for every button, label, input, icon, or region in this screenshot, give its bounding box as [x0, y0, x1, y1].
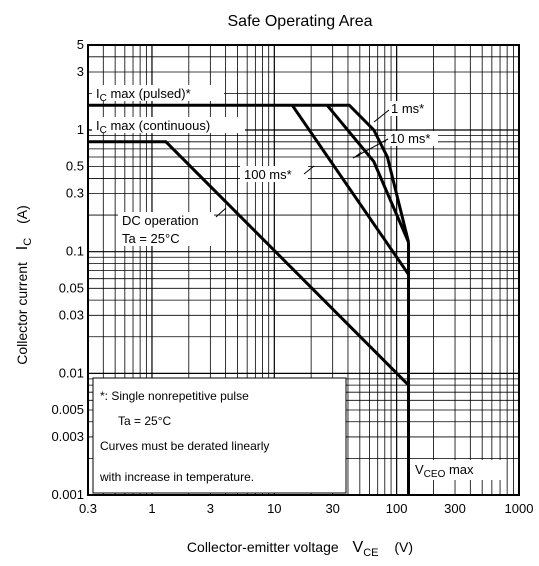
x-tick-label: 30: [325, 501, 339, 516]
curve-pulsed-limit: [88, 103, 410, 243]
chart-title: Safe Operating Area: [228, 13, 373, 30]
x-axis-label: Collector-emitter voltage VCE (V): [187, 539, 413, 559]
curve-1ms: [325, 104, 410, 243]
y-axis-label-unit: (A): [14, 205, 30, 224]
note-line2: Ta = 25°C: [118, 414, 171, 428]
x-axis-label-subscript: CE: [363, 547, 378, 559]
y-tick-label: 3: [77, 64, 84, 79]
x-tick-label: 300: [444, 501, 466, 516]
ic-pulsed-label-bg: [92, 85, 224, 101]
x-tick-label: 1000: [505, 501, 534, 516]
note-line4: with increase in temperature.: [99, 470, 254, 484]
y-axis-label-symbol: I: [14, 246, 31, 250]
x-axis-label-unit: (V): [394, 539, 413, 555]
label-10ms: 10 ms*: [390, 131, 430, 146]
label-1ms: 1 ms*: [391, 101, 424, 116]
pointer-100ms: [303, 165, 315, 175]
note-box: [92, 377, 347, 494]
pointer-dc: [215, 207, 227, 218]
ic-cont-label-bg: [92, 117, 245, 133]
label-10ms-bg: [386, 131, 438, 146]
note-line3: Curves must be derated linearly: [100, 439, 269, 453]
dc-label-bg: [118, 212, 214, 246]
label-100ms-bg: [240, 166, 308, 182]
x-tick-label: 10: [267, 501, 281, 516]
ic-cont-symbol: I: [96, 118, 100, 133]
x-axis-label-symbol: V: [353, 539, 364, 556]
vceo-text: max: [445, 462, 474, 477]
y-tick-label: 0.01: [59, 365, 84, 380]
y-tick-label: 0.005: [51, 402, 84, 417]
y-tick-label: 5: [77, 37, 84, 52]
x-tick-label: 0.3: [79, 501, 97, 516]
tick-labels: 0.3 1 3 10 30 100 300 1000 5 3 1 0.5 0.3 0.1 0.05 0.03 0…: [51, 37, 533, 516]
y-tick-label: 0.05: [59, 280, 84, 295]
y-tick-label: 0.03: [59, 307, 84, 322]
y-axis-label-subscript: C: [22, 238, 34, 246]
note-line1: *: Single nonrepetitive pulse: [100, 389, 249, 403]
x-axis-label-main: Collector-emitter voltage: [187, 539, 339, 555]
ic-pulsed-label: IC max (pulsed)*: [96, 86, 191, 104]
dc-label-line2: Ta = 25°C: [122, 231, 180, 246]
y-tick-label: 0.3: [66, 186, 84, 201]
y-axis-label: Collector current IC (A): [14, 205, 34, 365]
y-tick-label: 0.1: [66, 244, 84, 259]
dc-label-line1: DC operation: [122, 213, 199, 228]
curve-dc: [88, 140, 410, 387]
svg-text:Collector current IC: Collector current IC (A): [14, 205, 34, 365]
y-tick-label: 0.001: [51, 487, 84, 502]
vceo-label-bg: [411, 460, 503, 480]
x-tick-label: 3: [207, 501, 214, 516]
curve-10ms: [290, 104, 410, 276]
ic-cont-label: IC max (continuous): [96, 118, 210, 136]
ic-pulsed-subscript: C: [100, 93, 107, 104]
annotations: IC max (pulsed)* IC max (continuous) 1 m…: [92, 85, 503, 494]
x-tick-label: 1: [148, 501, 155, 516]
plot-frame: [87, 44, 520, 496]
ic-pulsed-text: max (pulsed)*: [107, 86, 191, 101]
pointer-10ms-head: [353, 151, 362, 158]
label-1ms-bg: [387, 101, 431, 116]
y-tick-label: 0.5: [66, 159, 84, 174]
y-tick-label: 0.003: [51, 429, 84, 444]
ic-cont-subscript: C: [100, 125, 107, 136]
label-100ms: 100 ms*: [244, 167, 292, 182]
y-tick-label: 1: [77, 122, 84, 137]
vceo-label: VCEO max: [415, 462, 474, 480]
ic-cont-text: max (continuous): [107, 118, 210, 133]
y-axis-label-main: Collector current: [14, 262, 30, 365]
vceo-subscript: CEO: [424, 469, 446, 480]
vceo-symbol: V: [415, 462, 424, 477]
x-tick-label: 100: [386, 501, 408, 516]
pointer-1ms: [373, 109, 390, 123]
ic-pulsed-symbol: I: [96, 86, 100, 101]
curves: [88, 103, 410, 495]
